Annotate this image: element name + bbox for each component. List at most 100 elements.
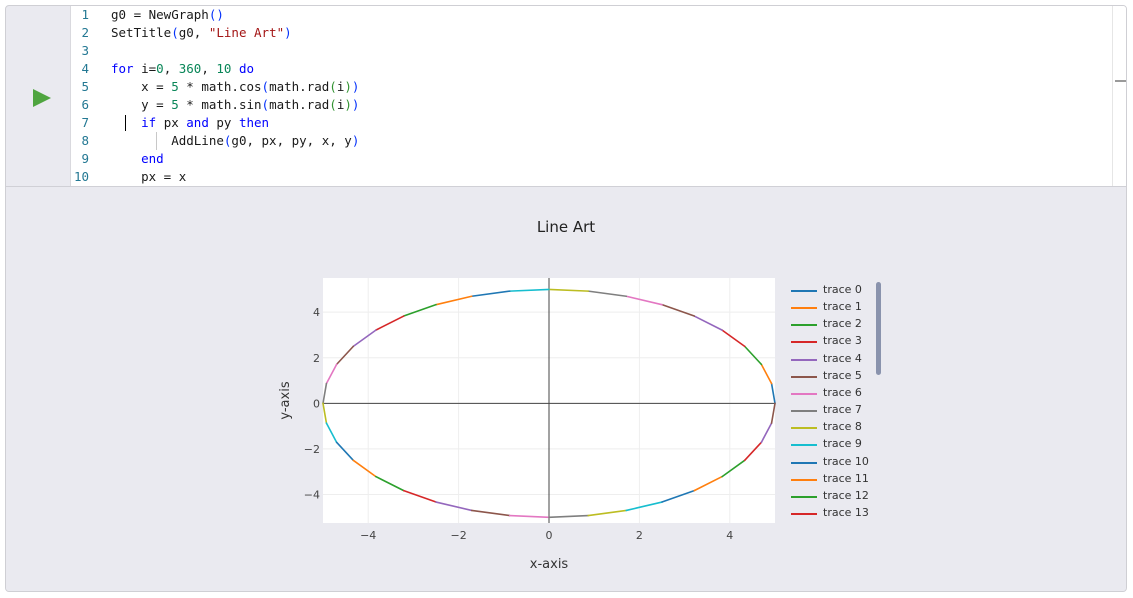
code-line[interactable]: px = x <box>111 169 187 184</box>
legend-item[interactable]: trace 6 <box>789 385 869 402</box>
legend-swatch <box>791 444 817 447</box>
legend-label: trace 11 <box>823 471 869 485</box>
legend-swatch <box>791 478 817 481</box>
line-number: 10 <box>73 169 89 184</box>
trace-line <box>470 290 511 298</box>
x-tick-label: 4 <box>726 529 733 542</box>
code-line[interactable]: y = 5 * math.sin(math.rad(i)) <box>111 97 360 112</box>
trace-line <box>375 315 405 331</box>
trace-line <box>335 441 355 462</box>
line-number: 6 <box>81 97 89 112</box>
line-number: 7 <box>81 115 89 130</box>
legend-item[interactable]: trace 13 <box>789 505 869 522</box>
legend-item[interactable]: trace 8 <box>789 419 869 436</box>
code-line[interactable]: for i=0, 360, 10 do <box>111 61 255 76</box>
notebook-cell: 1 2 3 4 5 6 7 8 9 10 g0 = NewGraph() SetTitle(g0, … <box>5 5 1127 592</box>
trace-line <box>625 501 663 512</box>
legend-item[interactable]: trace 3 <box>789 333 869 350</box>
legend-item[interactable]: trace 0 <box>789 282 869 299</box>
trace-line <box>721 329 746 348</box>
code-line[interactable]: SetTitle(g0, "Line Art") <box>111 25 292 40</box>
legend-swatch <box>791 307 817 310</box>
trace-line <box>435 501 473 512</box>
legend-label: trace 13 <box>823 505 869 519</box>
legend-item[interactable]: trace 5 <box>789 368 869 385</box>
trace-line <box>693 315 723 331</box>
legend-item[interactable]: trace 11 <box>789 471 869 488</box>
y-tick-label: −4 <box>304 489 320 502</box>
trace-line <box>325 363 338 385</box>
trace-line <box>587 509 628 517</box>
run-button[interactable] <box>32 88 52 108</box>
x-tick-label: −4 <box>360 529 376 542</box>
indent-guide <box>156 132 157 150</box>
legend-item[interactable]: trace 10 <box>789 454 869 471</box>
legend-swatch <box>791 512 817 515</box>
legend-label: trace 2 <box>823 317 862 331</box>
line-chart: −4 −2 0 2 4 −4 −2 0 2 4 x-axis y-axis <box>278 278 776 572</box>
legend-label: trace 12 <box>823 488 869 502</box>
legend-swatch <box>791 341 817 344</box>
legend-label: trace 0 <box>823 283 862 296</box>
trace-line <box>587 290 628 298</box>
scroll-position-marker <box>1115 80 1126 82</box>
trace-line <box>625 295 663 306</box>
trace-line <box>435 295 473 306</box>
y-axis-label: y-axis <box>278 381 293 419</box>
line-number: 8 <box>81 133 89 148</box>
trace-line <box>402 489 437 503</box>
trace-line <box>375 475 405 492</box>
output-area: Line Art −4 −2 0 2 4 −4 −2 0 2 4 x-axis y-axis trac… <box>6 186 1126 591</box>
legend-swatch <box>791 427 817 430</box>
line-number: 4 <box>81 61 89 76</box>
legend-label: trace 6 <box>823 385 862 399</box>
y-tick-label: 2 <box>313 352 320 365</box>
line-number: 9 <box>81 151 89 166</box>
line-number: 3 <box>81 43 89 58</box>
trace-line <box>335 345 355 366</box>
legend-swatch <box>791 495 817 498</box>
trace-line <box>661 489 696 503</box>
chart-legend: trace 0 trace 1 trace 2 trace 3 trace 4 trace… <box>789 282 879 522</box>
code-line[interactable]: x = 5 * math.cos(math.rad(i)) <box>111 79 360 94</box>
legend-swatch <box>791 461 817 464</box>
legend-label: trace 8 <box>823 420 862 434</box>
code-line[interactable]: g0 = NewGraph() <box>111 7 224 22</box>
line-number-gutter: 1 2 3 4 5 6 7 8 9 10 <box>71 6 101 186</box>
trace-line <box>770 402 776 424</box>
legend-item[interactable]: trace 7 <box>789 402 869 419</box>
legend-item[interactable]: trace 9 <box>789 436 869 453</box>
trace-line <box>470 509 511 517</box>
legend-label: trace 1 <box>823 300 862 314</box>
x-tick-label: 0 <box>546 529 553 542</box>
play-icon <box>33 89 51 107</box>
legend-swatch <box>791 410 817 413</box>
legend-label: trace 10 <box>823 454 869 468</box>
trace-line <box>721 459 746 478</box>
legend-item[interactable]: trace 2 <box>789 316 869 333</box>
trace-line <box>322 402 328 424</box>
x-tick-label: −2 <box>450 529 466 542</box>
legend-scrollbar[interactable] <box>876 282 881 375</box>
trace-line <box>352 329 377 348</box>
y-tick-label: 0 <box>313 397 320 410</box>
code-area[interactable]: g0 = NewGraph() SetTitle(g0, "Line Art") f… <box>111 6 1071 186</box>
trace-line <box>760 363 773 385</box>
code-line[interactable]: if px and py then <box>141 115 270 130</box>
code-line[interactable]: end <box>141 151 164 166</box>
legend-label: trace 7 <box>823 403 862 417</box>
legend-item[interactable]: trace 4 <box>789 351 869 368</box>
x-tick-label: 2 <box>636 529 643 542</box>
code-editor[interactable]: 1 2 3 4 5 6 7 8 9 10 g0 = NewGraph() SetTitle(g0, … <box>70 6 1126 186</box>
legend-item[interactable]: trace 1 <box>789 299 869 316</box>
legend-item[interactable]: trace 12 <box>789 488 869 505</box>
trace-line <box>693 475 723 492</box>
trace-line <box>508 288 550 292</box>
legend-swatch <box>791 358 817 361</box>
trace-line <box>548 288 590 292</box>
trace-line <box>548 514 590 519</box>
trace-line <box>770 382 776 405</box>
editor-scrollbar[interactable] <box>1112 6 1126 186</box>
code-line[interactable]: AddLine(g0, px, py, x, y) <box>111 133 360 148</box>
line-number: 1 <box>81 7 89 22</box>
